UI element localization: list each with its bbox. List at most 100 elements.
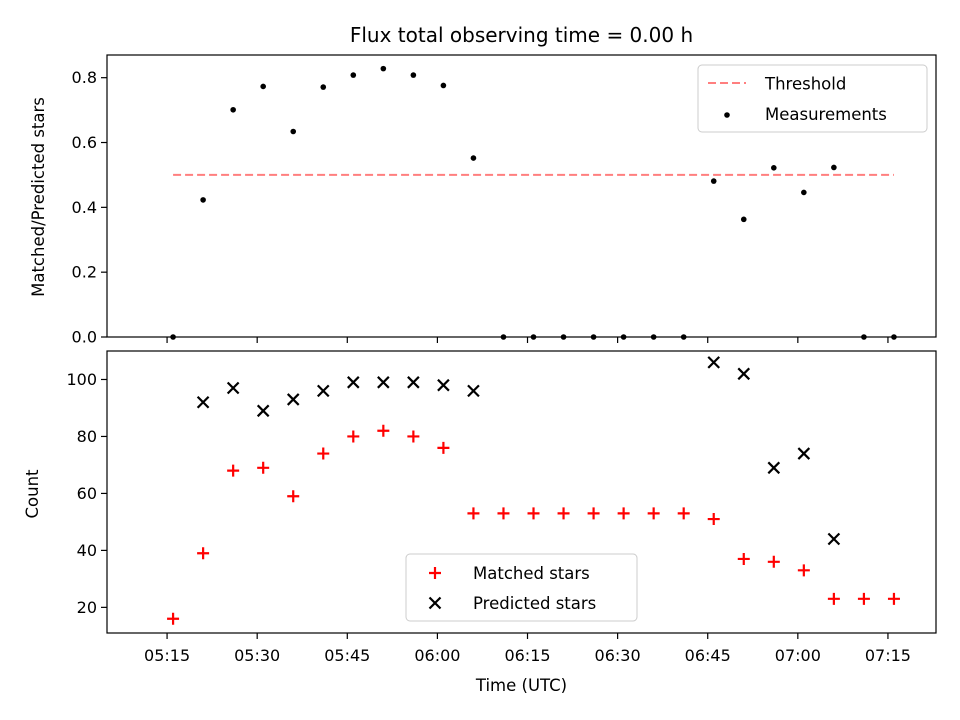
measurement-point	[530, 334, 537, 340]
x-tick-label: 05:30	[234, 646, 280, 665]
measurement-point	[350, 72, 357, 78]
predicted-star-point	[286, 393, 300, 406]
legend-measurements-label: Measurements	[765, 105, 887, 124]
measurement-point	[620, 334, 627, 340]
series-measurements	[170, 65, 897, 340]
legend-threshold-label: Threshold	[764, 75, 846, 94]
matched-star-point	[677, 507, 690, 520]
matched-star-point	[797, 564, 810, 577]
top-y-axis-label: Matched/Predicted stars	[29, 97, 48, 297]
measurement-point	[260, 83, 266, 90]
matched-star-point	[617, 507, 630, 520]
measurement-point	[470, 155, 477, 161]
x-tick-label: 05:45	[324, 646, 370, 665]
legend-measurements-swatch	[724, 112, 730, 118]
measurement-point	[410, 72, 417, 78]
bottom-y-tick-label: 60	[77, 484, 97, 503]
matched-star-point	[317, 447, 330, 460]
top-y-tick-label: 0.0	[72, 328, 97, 347]
measurement-point	[170, 334, 176, 340]
legend-matched-label: Matched stars	[473, 564, 590, 583]
measurement-point	[440, 82, 447, 89]
series-predicted-stars	[196, 356, 841, 546]
x-tick-label: 06:00	[414, 646, 460, 665]
top-axes-frame	[106, 54, 937, 338]
measurement-point	[740, 216, 747, 223]
matched-star-point	[257, 461, 270, 474]
top-y-tick-label: 0.6	[72, 133, 97, 152]
measurement-point	[650, 334, 657, 340]
x-tick-label: 06:15	[504, 646, 550, 665]
matched-star-point	[167, 612, 180, 625]
predicted-star-point	[707, 356, 721, 369]
measurement-point	[560, 334, 567, 340]
matched-star-point	[767, 555, 780, 568]
matched-star-point	[437, 441, 450, 454]
bottom-legend: Matched stars Predicted stars	[405, 553, 638, 622]
matched-star-point	[497, 507, 510, 520]
x-tick-label: 06:45	[685, 646, 731, 665]
measurement-point	[500, 334, 507, 340]
matched-star-point	[197, 547, 210, 560]
x-axis-label: Time (UTC)	[475, 676, 567, 695]
predicted-star-point	[407, 376, 420, 389]
matched-star-point	[287, 490, 300, 503]
bottom-y-tick-label: 80	[77, 427, 97, 446]
x-tick-label: 06:30	[595, 646, 641, 665]
matched-star-point	[827, 592, 840, 605]
series-matched-stars	[167, 424, 900, 625]
measurement-point	[290, 128, 297, 135]
predicted-star-point	[467, 384, 480, 398]
x-tick-label: 05:15	[144, 646, 190, 665]
predicted-star-point	[377, 376, 390, 389]
legend-matched-swatch	[429, 567, 441, 579]
measurement-point	[710, 178, 717, 184]
x-tick-label: 07:15	[865, 646, 911, 665]
top-y-tick-label: 0.2	[72, 263, 97, 282]
matched-star-point	[527, 507, 540, 520]
top-y-tick-label: 0.8	[72, 68, 97, 87]
legend-predicted-label: Predicted stars	[473, 594, 596, 613]
predicted-star-point	[437, 378, 450, 392]
predicted-star-point	[316, 384, 330, 398]
predicted-star-point	[256, 404, 270, 418]
legend-predicted-swatch	[428, 596, 442, 610]
measurement-point	[891, 334, 897, 340]
matched-star-point	[587, 507, 600, 520]
bottom-axes-frame	[106, 350, 937, 634]
chart-title: Flux total observing time = 0.00 h	[350, 23, 693, 47]
measurement-point	[831, 164, 837, 171]
top-panel: 0.0 0.2 0.4 0.6 0.8 Threshold Measurements	[72, 54, 937, 347]
bottom-y-tick-label: 40	[77, 541, 97, 560]
legend-box	[697, 64, 928, 133]
matched-star-point	[377, 424, 390, 437]
measurement-point	[380, 65, 387, 72]
predicted-star-point	[767, 461, 781, 475]
measurement-point	[230, 106, 236, 113]
matched-star-point	[347, 430, 360, 443]
matched-star-point	[647, 507, 660, 520]
measurement-point	[771, 165, 777, 171]
matched-star-point	[557, 507, 570, 520]
measurement-point	[861, 334, 867, 340]
measurement-point	[680, 334, 687, 340]
predicted-star-point	[827, 532, 841, 546]
top-legend: Threshold Measurements	[697, 64, 928, 133]
matched-star-point	[857, 592, 870, 605]
predicted-star-point	[196, 395, 210, 409]
matched-star-point	[707, 513, 720, 526]
measurement-point	[320, 84, 327, 90]
measurement-point	[200, 197, 206, 203]
legend-box	[405, 553, 638, 622]
matched-star-point	[407, 430, 420, 443]
measurement-point	[590, 334, 597, 340]
predicted-star-point	[226, 381, 240, 395]
matched-star-point	[467, 507, 480, 520]
predicted-star-point	[737, 367, 751, 381]
bottom-y-tick-label: 20	[77, 598, 97, 617]
bottom-y-axis-label: Count	[23, 469, 42, 519]
x-tick-label: 07:00	[775, 646, 821, 665]
matched-star-point	[887, 592, 900, 605]
